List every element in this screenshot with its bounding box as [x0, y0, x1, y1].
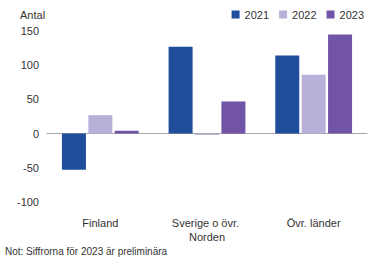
- svg-text:2021: 2021: [245, 9, 269, 21]
- svg-text:Finland: Finland: [82, 217, 118, 229]
- svg-text:150: 150: [21, 25, 39, 37]
- svg-text:Sverige o övr.: Sverige o övr.: [172, 217, 242, 229]
- svg-text:0: 0: [33, 128, 39, 140]
- svg-text:2023: 2023: [340, 9, 364, 21]
- svg-text:100: 100: [21, 59, 39, 71]
- svg-text:Antal: Antal: [20, 9, 45, 21]
- svg-text:2022: 2022: [292, 9, 316, 21]
- svg-text:-100: -100: [17, 196, 39, 208]
- svg-text:Övr. länder: Övr. länder: [287, 217, 341, 229]
- svg-text:Norden: Norden: [189, 231, 225, 243]
- svg-text:-50: -50: [23, 162, 39, 174]
- svg-text:Not: Siffrorna för 2023 är pre: Not: Siffrorna för 2023 är preliminära: [5, 246, 168, 257]
- svg-text:50: 50: [27, 93, 39, 105]
